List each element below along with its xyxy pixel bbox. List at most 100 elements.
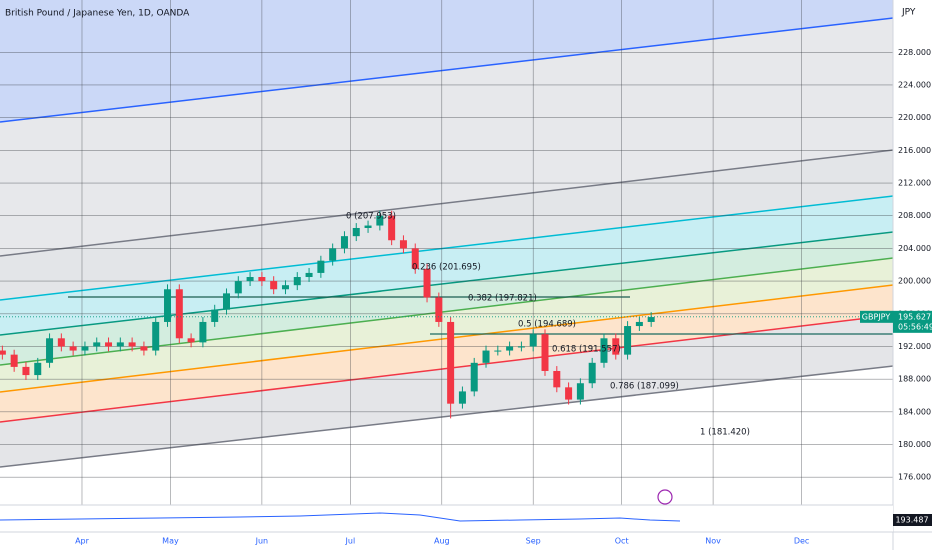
candle-body [482, 350, 490, 363]
indicator-badge [893, 514, 932, 526]
band [0, 150, 893, 300]
x-tick-label: Jun [255, 537, 269, 546]
candle-body [22, 366, 30, 376]
fib-label: 0.786 (187.099) [610, 382, 679, 392]
candle-body [447, 321, 455, 404]
candle-body [329, 248, 337, 261]
candle-body [0, 350, 6, 355]
candle-body [317, 260, 325, 273]
x-tick-label: Oct [615, 537, 629, 546]
candle-body [423, 268, 431, 298]
indicator-line [0, 512, 681, 522]
candle-body [388, 215, 396, 241]
candle-body [46, 338, 54, 363]
candle-body [588, 362, 596, 384]
candle-body [81, 346, 89, 351]
candle-body [600, 338, 608, 363]
candle-body [399, 240, 407, 249]
candle-body [258, 277, 266, 282]
candle-body [624, 326, 632, 355]
x-tick-label: May [162, 537, 179, 546]
candle-body [376, 215, 384, 226]
y-tick-label: 200.000 [898, 277, 931, 286]
candle-body [340, 236, 348, 249]
channel-line [0, 314, 894, 423]
band [0, 0, 893, 122]
candle-body [517, 346, 525, 348]
x-tick-label: Jul [345, 537, 356, 546]
band [0, 232, 893, 365]
candle-body [506, 346, 514, 351]
candle-body [187, 338, 195, 343]
y-tick-label: 204.000 [898, 244, 931, 253]
fib-label: 0.5 (194.689) [518, 320, 576, 330]
price-badge [893, 310, 932, 333]
candle-body [175, 289, 183, 339]
fib-label: 0 (207.953) [346, 212, 396, 222]
fib-label: 0.618 (191.557) [552, 345, 621, 355]
candle-body [34, 362, 42, 376]
fib-label: 0.382 (197.821) [468, 294, 537, 304]
candle-body [364, 225, 372, 228]
channel [0, 0, 894, 468]
candle-body [234, 281, 242, 294]
x-tick-label: Dec [794, 537, 809, 546]
candle-body [553, 370, 561, 388]
channel-line [0, 149, 894, 257]
candle-body [128, 342, 136, 347]
candle-body [529, 334, 537, 347]
candle-body [305, 272, 313, 278]
band [0, 315, 893, 467]
channel-line [0, 365, 894, 468]
candle-body [105, 342, 113, 347]
candle-body [352, 227, 360, 237]
candle-body [164, 289, 172, 322]
channel-line [0, 257, 894, 366]
candle-body [541, 334, 549, 371]
y-tick-label: 180.000 [898, 440, 931, 449]
y-tick-label: 228.000 [898, 48, 931, 57]
channel-line [0, 284, 894, 393]
x-tick-label: Aug [434, 537, 450, 546]
candle-body [93, 342, 101, 347]
candle-body [211, 309, 219, 322]
candle-body [612, 338, 620, 355]
candle-body [270, 281, 278, 290]
candle-body [635, 321, 643, 327]
candle-body [116, 342, 124, 347]
band [0, 285, 893, 422]
candle-body [411, 248, 419, 269]
indicator-value: 193.487 [895, 516, 928, 525]
candle-body [576, 383, 584, 400]
y-tick-label: 216.000 [898, 146, 931, 155]
candle-body [435, 297, 443, 322]
candle-body [199, 321, 207, 343]
candle-body [140, 346, 148, 351]
candle-body [246, 277, 254, 282]
symbol: GBPJPY [862, 312, 891, 321]
x-tick-label: Sep [526, 537, 541, 546]
alert-icon [657, 489, 673, 505]
y-tick-label: 188.000 [898, 375, 931, 384]
candle-body [57, 338, 65, 347]
chart-title: British Pound / Japanese Yen, 1D, OANDA [5, 9, 190, 19]
band [0, 258, 893, 392]
candle-body [647, 317, 655, 322]
band [0, 18, 893, 256]
last-price: 195.627 [898, 312, 931, 321]
candle-body [281, 285, 289, 290]
y-tick-label: 212.000 [898, 179, 931, 188]
y-tick-label: 208.000 [898, 211, 931, 220]
candle-body [494, 350, 502, 352]
y-tick-label: 224.000 [898, 80, 931, 89]
candle-body [293, 277, 301, 286]
y-tick-label: 192.000 [898, 342, 931, 351]
fib-label: 1 (181.420) [700, 428, 750, 438]
channel-line [0, 231, 894, 336]
candle-body [152, 321, 160, 351]
candle-body [565, 387, 573, 400]
y-tick-label: 184.000 [898, 407, 931, 416]
currency: JPY [901, 8, 916, 18]
x-tick-label: Apr [75, 537, 90, 546]
